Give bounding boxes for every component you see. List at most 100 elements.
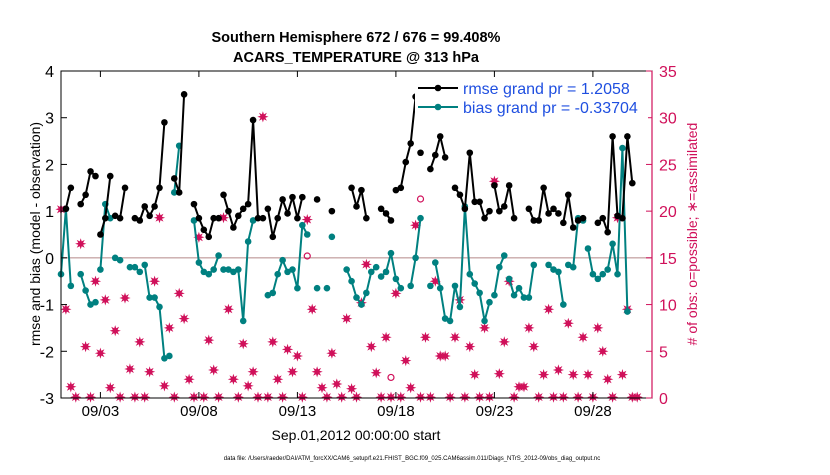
obs-assimilated-marker xyxy=(277,391,289,403)
rmse-point xyxy=(244,200,252,208)
bias-point xyxy=(589,270,597,278)
rmse-point xyxy=(348,184,355,192)
chart-subtitle: ACARS_TEMPERATURE @ 313 hPa xyxy=(233,50,480,66)
bias-point xyxy=(279,256,286,264)
obs-assimilated-marker xyxy=(114,391,126,403)
obs-assimilated-marker xyxy=(163,322,175,334)
rmse-point xyxy=(363,214,370,222)
bias-point xyxy=(131,263,139,271)
rmse-line xyxy=(64,187,72,210)
y2-tick-label: 30 xyxy=(659,111,677,128)
rmse-point xyxy=(190,200,198,208)
bias-point xyxy=(412,254,419,262)
obs-assimilated-marker xyxy=(124,363,136,375)
bias-point xyxy=(599,270,607,278)
y-tick-label: 4 xyxy=(45,64,54,81)
bias-point xyxy=(170,189,178,196)
rmse-point xyxy=(239,205,247,213)
rmse-point xyxy=(432,151,439,159)
obs-assimilated-marker xyxy=(237,338,249,350)
obs-assimilated-marker xyxy=(129,391,141,403)
bias-point xyxy=(358,301,365,308)
data-file-footnote: data file: /Users/raeder/DAI/ATM_forcXX/… xyxy=(224,456,600,462)
rmse-series-layer xyxy=(62,91,636,241)
obs-assimilated-marker xyxy=(252,391,264,403)
x-tick-label: 09/13 xyxy=(279,403,317,420)
obs-assimilated-marker xyxy=(474,391,486,403)
rmse-point xyxy=(106,172,114,180)
rmse-line xyxy=(429,135,447,170)
bias-point xyxy=(111,254,119,262)
obs-assimilated-marker xyxy=(326,347,338,359)
rmse-point xyxy=(387,217,395,224)
rmse-point xyxy=(146,212,153,220)
axes-layer: -3 -2 -1 0 1 2 3 4 0 5 10 15 20 25 30 35 09/03 09/08 09/13… xyxy=(40,64,677,420)
y-tick-label: -1 xyxy=(40,298,54,315)
obs-assimilated-marker xyxy=(385,391,397,403)
bias-point xyxy=(348,277,355,285)
obs-assimilated-marker xyxy=(552,364,564,376)
y2-tick-label: 0 xyxy=(659,391,668,408)
rmse-point xyxy=(491,182,498,189)
rmse-point xyxy=(481,214,488,222)
rmse-point xyxy=(466,149,474,157)
rmse-point xyxy=(471,198,479,206)
rmse-point xyxy=(476,198,483,206)
bias-point xyxy=(244,238,252,245)
obs-assimilated-marker xyxy=(286,366,299,378)
rmse-point xyxy=(269,233,277,241)
rmse-point xyxy=(353,203,360,210)
obs-assimilated-marker xyxy=(607,391,619,403)
rmse-point xyxy=(619,214,626,222)
rmse-point xyxy=(264,205,272,213)
obs-assimilated-marker xyxy=(70,391,82,403)
rmse-point xyxy=(594,219,602,227)
rmse-point xyxy=(525,205,533,213)
rmse-point xyxy=(540,184,547,192)
obs-assimilated-marker xyxy=(597,345,609,357)
rmse-point xyxy=(299,193,306,201)
bias-point xyxy=(392,275,400,283)
obs-assimilated-marker xyxy=(375,391,387,403)
obs-assimilated-marker xyxy=(424,391,436,403)
obs-assimilated-marker xyxy=(572,391,584,403)
bias-line xyxy=(587,248,604,280)
bias-point xyxy=(367,268,375,276)
obs-assimilated-marker xyxy=(89,275,102,287)
obs-assimilated-marker xyxy=(321,391,333,403)
rmse-point xyxy=(175,189,183,196)
y2-tick-label: 20 xyxy=(659,204,677,221)
obs-assimilated-marker xyxy=(183,373,195,385)
bias-point xyxy=(609,240,616,248)
bias-point xyxy=(126,263,134,271)
bias-point xyxy=(530,261,538,269)
bias-point xyxy=(235,266,242,273)
obs-assimilated-marker xyxy=(104,382,116,394)
obs-assimilated-marker xyxy=(336,391,348,403)
bias-point xyxy=(363,289,370,297)
y-tick-label: 3 xyxy=(45,111,54,128)
legend-bias-label: bias grand pr = -0.33704 xyxy=(463,100,638,117)
obs-assimilated-marker xyxy=(464,341,476,353)
bias-point xyxy=(446,317,454,325)
rmse-point xyxy=(569,224,577,231)
obs-assimilated-marker xyxy=(281,343,294,355)
obs-assimilated-marker xyxy=(341,313,353,325)
obs-assimilated-marker xyxy=(528,341,540,353)
rmse-line xyxy=(454,151,491,220)
obs-assimilated-marker xyxy=(168,391,180,403)
bias-point xyxy=(525,294,533,301)
obs-assimilated-marker xyxy=(75,238,87,250)
rmse-point xyxy=(151,203,158,210)
bias-point xyxy=(210,266,217,273)
rmse-point xyxy=(629,179,636,187)
obs-assimilated-marker xyxy=(208,364,220,376)
rmse-point xyxy=(382,210,390,217)
bias-point xyxy=(289,266,296,273)
x-tick-label: 09/23 xyxy=(476,403,514,420)
obs-assimilated-marker xyxy=(444,391,456,403)
bias-point xyxy=(564,261,572,269)
y-tick-label: -2 xyxy=(40,344,54,361)
bias-point xyxy=(87,301,94,308)
obs-assimilated-marker xyxy=(419,331,432,343)
